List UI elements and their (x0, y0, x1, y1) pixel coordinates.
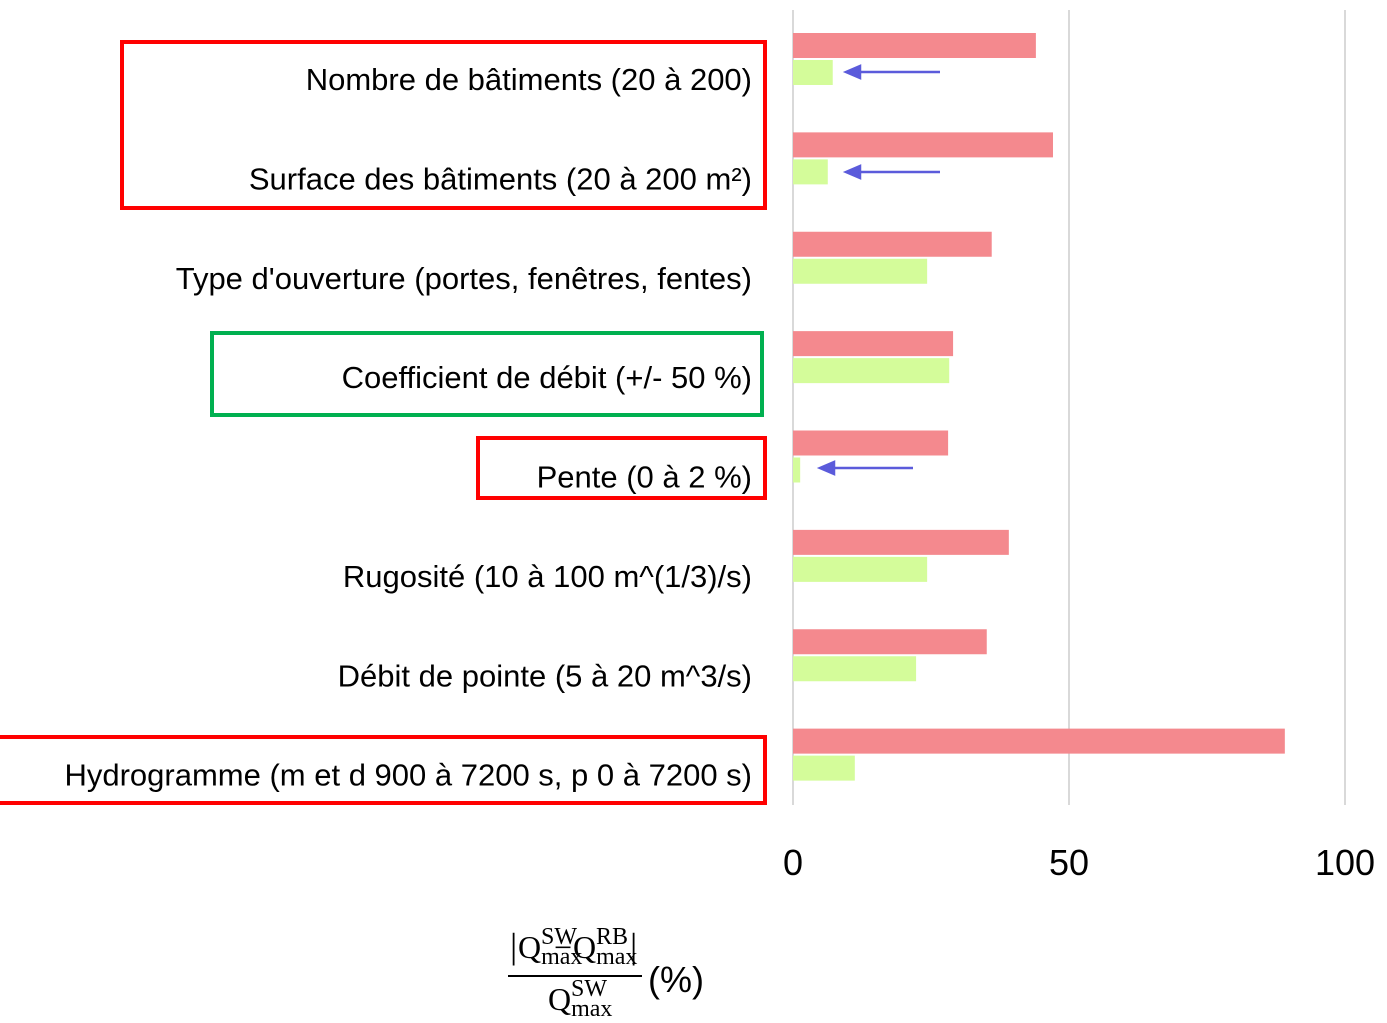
subscript: max (571, 996, 612, 1022)
base: Q (548, 981, 571, 1017)
highlight-box (120, 40, 767, 210)
y-tick-label: Coefficient de débit (+/- 50 %) (342, 360, 752, 395)
arrow-head (816, 460, 836, 476)
q-symbol: Qmax (518, 929, 582, 970)
arrow-head (842, 64, 862, 80)
bar (793, 755, 855, 781)
y-tick-label: Type d'ouverture (portes, fenêtres, fent… (176, 261, 752, 296)
bar (793, 159, 828, 185)
y-tick-label: Hydrogramme (m et d 900 à 7200 s, p 0 à … (64, 758, 752, 793)
bar (793, 629, 987, 655)
q-symbol: Qmax (573, 929, 637, 970)
superscript: RB (596, 924, 628, 950)
bar (793, 728, 1285, 754)
arrow-head (842, 164, 862, 180)
bar (793, 60, 833, 85)
base: Q (518, 929, 541, 965)
bar (793, 529, 1009, 555)
unit: (%) (648, 959, 704, 1000)
arrows (816, 64, 940, 476)
bar (793, 331, 954, 357)
bar (793, 656, 917, 682)
superscript: SW (571, 976, 607, 1002)
bar (793, 231, 992, 257)
y-tick-label: Rugosité (10 à 100 m^(1/3)/s) (343, 559, 752, 594)
minus: − (554, 929, 572, 965)
bar (793, 132, 1053, 158)
highlight-box (476, 436, 767, 500)
subscript: max (541, 944, 582, 970)
y-tick-label: Nombre de bâtiments (20 à 200) (306, 62, 752, 97)
bar (793, 556, 928, 582)
q-symbol: Qmax (548, 981, 612, 1022)
base: Q (573, 929, 596, 965)
x-tick-label: 100 (1315, 842, 1375, 883)
y-tick-label: Débit de pointe (5 à 20 m^3/s) (338, 658, 752, 693)
highlight-box (0, 735, 767, 805)
subscript: max (596, 944, 637, 970)
highlight-box (210, 331, 764, 417)
bar (793, 430, 949, 456)
abs-bar: | (630, 926, 637, 966)
x-tick-label: 50 (1049, 842, 1089, 883)
y-tick-label: Pente (0 à 2 %) (537, 460, 752, 495)
superscript: SW (541, 924, 577, 950)
abs-bar: | (510, 926, 517, 966)
y-tick-label: Surface des bâtiments (20 à 200 m²) (249, 161, 752, 196)
bar (793, 33, 1036, 58)
bar (793, 258, 928, 284)
bar (793, 358, 950, 384)
plot: 0 50 100 Nombre de bâtiments (20 à 200) Surf… (64, 10, 1375, 883)
bar (793, 457, 801, 483)
x-tick-label: 0 (783, 842, 803, 883)
